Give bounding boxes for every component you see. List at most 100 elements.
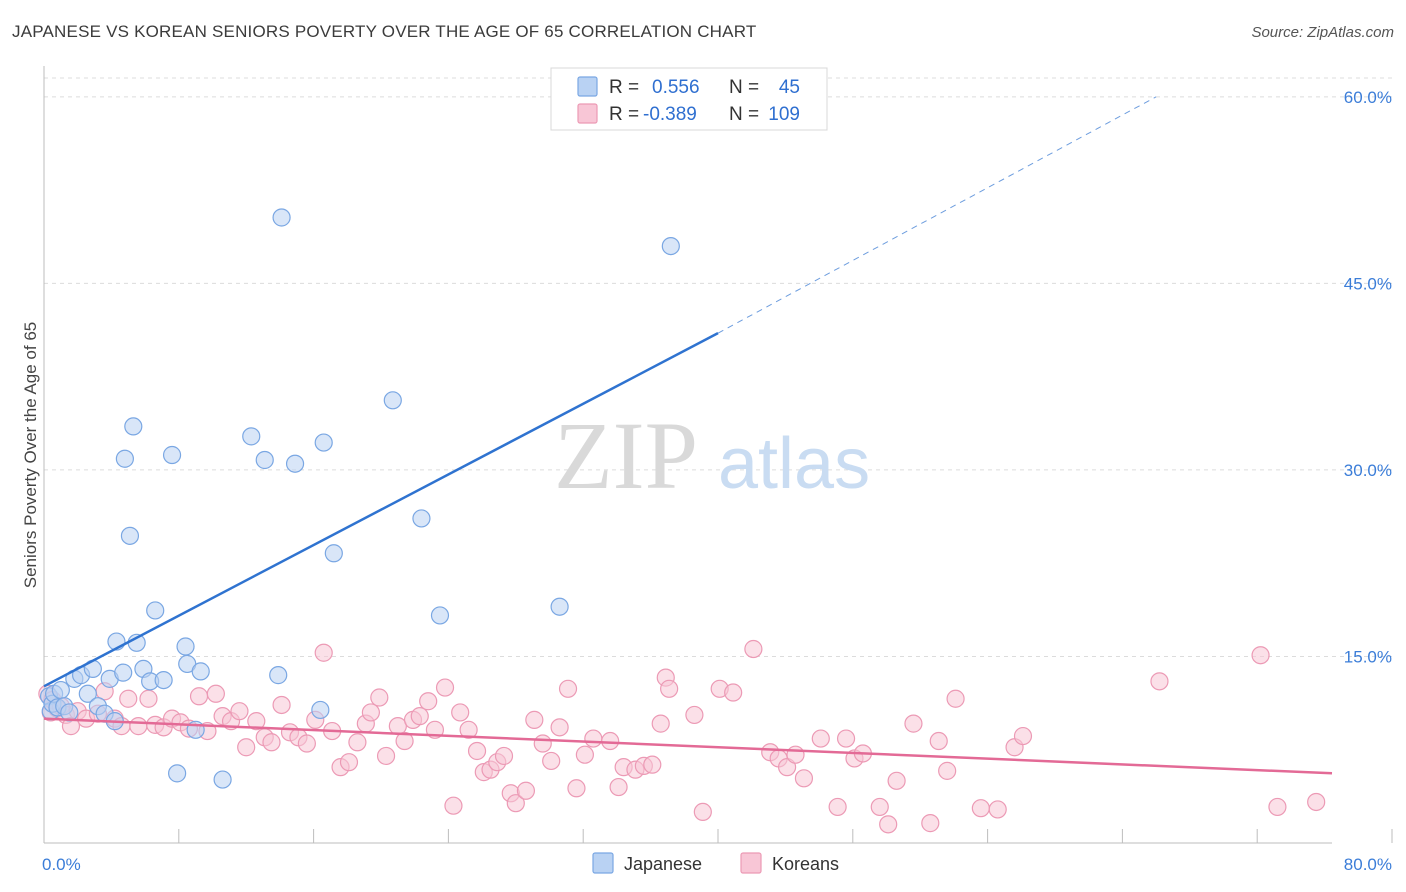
gridlines <box>44 77 1392 657</box>
japanese-point <box>168 764 187 783</box>
korean-point <box>938 761 957 780</box>
korean-point <box>988 800 1007 819</box>
korean-point <box>533 734 552 753</box>
japanese-point <box>255 450 274 470</box>
watermark: ZIP atlas <box>554 402 870 509</box>
legend-swatch-japanese <box>577 76 598 97</box>
correlation-legend: R = 0.556 N = 45 R = -0.389 N = 109 <box>550 67 828 131</box>
korean-point <box>247 712 266 731</box>
korean-point <box>451 703 470 722</box>
korean-point <box>550 718 569 737</box>
japanese-points <box>39 208 680 789</box>
korean-point <box>348 733 367 752</box>
japanese-point <box>661 236 680 256</box>
korean-point <box>129 717 148 736</box>
x-tick-labels: 0.0% 80.0% <box>42 855 1392 874</box>
japanese-point <box>213 770 232 789</box>
watermark-atlas: atlas <box>718 424 870 504</box>
japanese-point <box>242 427 261 446</box>
korean-point <box>904 714 923 733</box>
korean-point <box>584 729 603 748</box>
korean-point <box>410 707 429 726</box>
series-legend: Japanese Koreans <box>592 852 839 874</box>
korean-point <box>558 679 578 698</box>
korean-point <box>643 755 662 774</box>
korean-point <box>744 639 763 659</box>
y-tick-label: 60.0% <box>1344 88 1392 107</box>
korean-point <box>879 815 898 834</box>
series-legend-label-koreans: Koreans <box>772 854 839 874</box>
korean-point <box>811 729 830 748</box>
korean-point <box>794 769 814 788</box>
source-label: Source: ZipAtlas.com <box>1251 24 1394 41</box>
japanese-point <box>314 433 333 452</box>
y-tick-labels: 15.0% 30.0% 45.0% 60.0% <box>1344 88 1392 667</box>
korean-point <box>339 753 359 772</box>
korean-point <box>314 643 333 662</box>
korean-point <box>361 703 380 722</box>
korean-point <box>724 683 743 702</box>
korean-point <box>660 679 679 698</box>
korean-point <box>828 797 847 817</box>
legend-n-value-koreans: 109 <box>768 104 800 125</box>
trendlines <box>43 96 1333 775</box>
korean-point <box>230 702 249 721</box>
korean-point <box>435 678 455 697</box>
korean-point <box>297 734 316 753</box>
korean-point <box>1268 797 1287 817</box>
japanese-point <box>269 666 288 685</box>
japanese-point <box>51 680 70 700</box>
japanese-trendline-extension <box>717 96 1157 334</box>
korean-point <box>567 779 586 798</box>
korean-point <box>494 746 514 766</box>
korean-point <box>395 731 414 751</box>
korean-point <box>1150 672 1169 691</box>
korean-point <box>575 745 594 764</box>
korean-point <box>444 796 463 815</box>
korean-point <box>946 689 965 708</box>
legend-r-value-koreans: -0.389 <box>643 104 697 125</box>
japanese-point <box>154 670 173 690</box>
series-legend-swatch-japanese <box>592 852 614 874</box>
x-tick-label-min: 0.0% <box>42 855 81 874</box>
japanese-point <box>78 684 97 703</box>
y-tick-label: 30.0% <box>1344 461 1392 480</box>
japanese-point <box>114 663 133 682</box>
korean-point <box>119 689 138 708</box>
japanese-point <box>412 509 431 528</box>
korean-point <box>189 687 209 706</box>
japanese-point <box>146 601 165 620</box>
korean-point <box>887 771 906 790</box>
korean-point <box>516 781 536 800</box>
korean-point <box>459 720 478 739</box>
legend-r-label-koreans: R = <box>609 104 639 125</box>
korean-point <box>609 777 628 797</box>
japanese-point <box>115 449 134 468</box>
japanese-point <box>324 544 343 563</box>
korean-point <box>921 814 940 833</box>
korean-point <box>419 692 438 711</box>
korean-point <box>1251 646 1270 665</box>
korean-point <box>1013 726 1033 746</box>
korean-point <box>651 714 670 733</box>
korean-points <box>38 639 1326 834</box>
korean-point <box>525 710 544 729</box>
korean-point <box>237 738 256 757</box>
japanese-point <box>124 417 143 436</box>
japanese-point <box>430 606 450 625</box>
legend-n-label-japanese: N = <box>729 77 759 98</box>
legend-r-label-japanese: R = <box>609 77 639 98</box>
korean-point <box>206 684 225 703</box>
korean-point <box>467 741 487 761</box>
korean-point <box>272 695 291 715</box>
y-tick-label: 15.0% <box>1344 647 1392 666</box>
japanese-point <box>383 391 402 410</box>
japanese-point <box>176 637 195 656</box>
korean-point <box>139 689 158 708</box>
legend-n-label-koreans: N = <box>729 104 759 125</box>
y-tick-label: 45.0% <box>1344 274 1392 293</box>
korean-point <box>836 729 856 748</box>
japanese-point <box>272 208 291 227</box>
korean-point <box>376 746 396 766</box>
